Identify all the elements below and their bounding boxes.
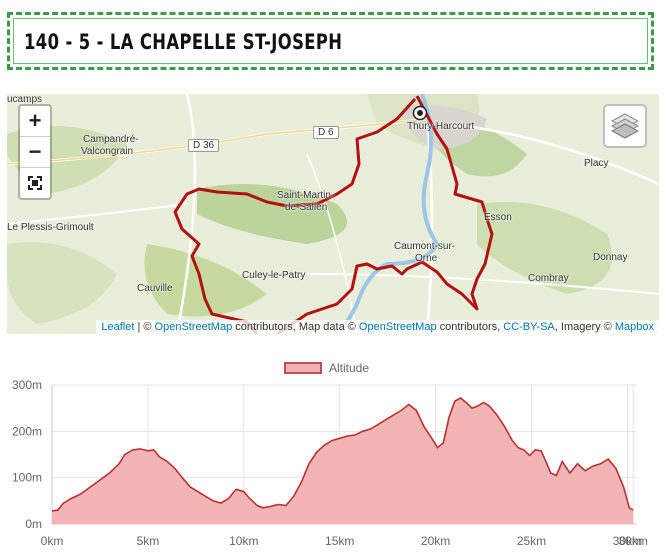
layers-button[interactable] [603,104,647,148]
place-label: Combray [528,273,569,284]
y-tick-label: 200m [12,424,42,438]
osm-link[interactable]: OpenStreetMap [154,321,233,333]
y-tick-label: 300m [12,378,42,392]
legend-label: Altitude [329,361,370,375]
place-label: Valcongrain [81,146,134,157]
road-shield-d6: D 6 [313,126,339,139]
y-tick-label: 0m [25,517,42,531]
y-tick-label: 100m [12,471,42,485]
x-tick-label: 20km [421,534,450,548]
altitude-area [52,398,634,524]
mapbox-link[interactable]: Mapbox [614,321,654,333]
map-attribution: Leaflet | © OpenStreetMap contributors, … [96,320,659,334]
x-tick-label: 0km [41,534,64,548]
attribution-text: , Imagery © [554,321,615,333]
place-label: Orne [415,253,438,264]
title-banner: 140 - 5 - LA CHAPELLE ST-JOSEPH [7,12,654,70]
fullscreen-button[interactable] [20,168,50,198]
x-tick-label: 25km [517,534,546,548]
osm-link[interactable]: OpenStreetMap [358,321,437,333]
x-tick-label: 5km [137,534,160,548]
place-label: Esson [484,212,512,223]
attribution-text: contributors, Map data © [232,321,359,333]
place-label: Le Plessis-Grimoult [7,222,94,233]
legend-swatch [284,362,322,374]
place-label: de-Sallen [285,202,328,213]
leaflet-link[interactable]: Leaflet [101,321,135,333]
attribution-text: | © [134,321,155,333]
place-label: Saint-Martin- [277,190,335,201]
place-label: Cauville [137,283,173,294]
page-title: 140 - 5 - LA CHAPELLE ST-JOSEPH [24,30,343,54]
title-banner-inner-border [13,18,648,64]
place-label: Culey-le-Patry [242,270,306,281]
place-label: Thury-Harcourt [407,121,475,132]
x-tick-label: 30km [618,534,647,548]
chart-legend[interactable]: Altitude [284,361,369,375]
fullscreen-icon [28,176,42,191]
layers-icon [610,113,640,139]
zoom-out-button[interactable]: − [20,137,50,168]
altitude-line [51,397,634,512]
place-label: Campandré- [83,134,139,145]
x-tick-label: 10km [229,534,258,548]
place-label: ucamps [7,94,43,105]
x-tick-label: 15km [325,534,354,548]
license-link[interactable]: CC-BY-SA [503,321,555,333]
road-shield-d36: D 36 [188,139,220,152]
route-map[interactable]: ucamps Campandré- Valcongrain D 36 D 6 T… [7,94,659,334]
zoom-in-button[interactable]: + [20,106,50,137]
place-label: Caumont-sur- [394,241,456,252]
place-label: Donnay [593,252,628,263]
x-tick-label: 30km [613,534,642,548]
zoom-control: + − [18,104,52,200]
attribution-text: contributors, [436,321,504,333]
place-label: Placy [584,158,609,169]
